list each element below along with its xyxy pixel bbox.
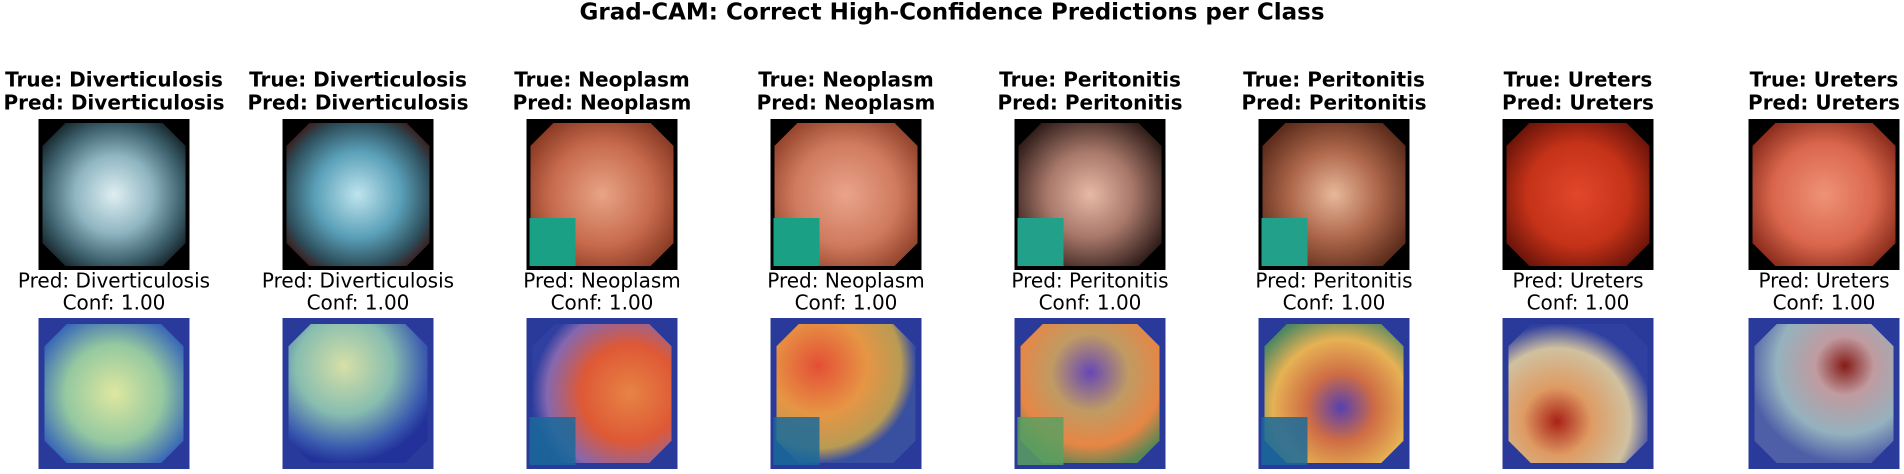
panel-heading: Pred: Peritonitis <box>997 91 1182 115</box>
gradcam-overlay <box>1508 324 1648 463</box>
panel-heading: Pred: Peritonitis <box>1241 91 1426 115</box>
panel-caption: Pred: Ureters <box>1512 269 1643 293</box>
panel-caption: Conf: 1.00 <box>551 291 654 315</box>
panel-heading: Pred: Ureters <box>1748 91 1900 115</box>
panel-caption: Pred: Peritonitis <box>1011 269 1168 293</box>
image-inset <box>1261 218 1308 266</box>
panel-caption: Conf: 1.00 <box>1773 291 1876 315</box>
endoscopy-image <box>1752 123 1896 266</box>
image-inset <box>1017 218 1064 266</box>
panel-heading: True: Diverticulosis <box>249 68 467 92</box>
endoscopy-image <box>286 123 430 266</box>
panel-caption: Conf: 1.00 <box>307 291 410 315</box>
gradcam-overlay <box>1754 324 1894 463</box>
gradcam-overlay <box>44 324 184 463</box>
panel-heading: True: Diverticulosis <box>5 68 223 92</box>
gradcam-overlay <box>288 324 428 463</box>
image-inset <box>1017 417 1064 465</box>
endoscopy-image <box>42 123 186 266</box>
image-inset <box>773 417 820 465</box>
panel-heading: Pred: Neoplasm <box>757 91 936 115</box>
panel-heading: True: Ureters <box>1750 68 1899 92</box>
image-inset <box>529 218 576 266</box>
panel-caption: Conf: 1.00 <box>1527 291 1630 315</box>
panel-caption: Pred: Diverticulosis <box>262 269 454 293</box>
panel-heading: True: Peritonitis <box>1243 68 1425 92</box>
panel-caption: Conf: 1.00 <box>1283 291 1386 315</box>
figure-title: Grad-CAM: Correct High-Confidence Predic… <box>579 0 1324 26</box>
panel-heading: True: Ureters <box>1504 68 1653 92</box>
panel-caption: Pred: Neoplasm <box>767 269 925 293</box>
panel-caption: Pred: Diverticulosis <box>18 269 210 293</box>
panel-heading: True: Peritonitis <box>999 68 1181 92</box>
endoscopy-image <box>1506 123 1650 266</box>
panel-caption: Pred: Peritonitis <box>1255 269 1412 293</box>
panel-heading: Pred: Neoplasm <box>513 91 692 115</box>
panel-heading: True: Neoplasm <box>514 68 690 92</box>
panel-heading: Pred: Diverticulosis <box>247 91 468 115</box>
panel-caption: Conf: 1.00 <box>1039 291 1142 315</box>
image-inset <box>529 417 576 465</box>
panel-heading: True: Neoplasm <box>758 68 934 92</box>
panel-caption: Pred: Ureters <box>1758 269 1889 293</box>
panel-heading: Pred: Diverticulosis <box>3 91 224 115</box>
panel-heading: Pred: Ureters <box>1502 91 1654 115</box>
panel-caption: Conf: 1.00 <box>63 291 166 315</box>
image-inset <box>1261 417 1308 465</box>
image-inset <box>773 218 820 266</box>
panel-caption: Pred: Neoplasm <box>523 269 681 293</box>
panel-caption: Conf: 1.00 <box>795 291 898 315</box>
